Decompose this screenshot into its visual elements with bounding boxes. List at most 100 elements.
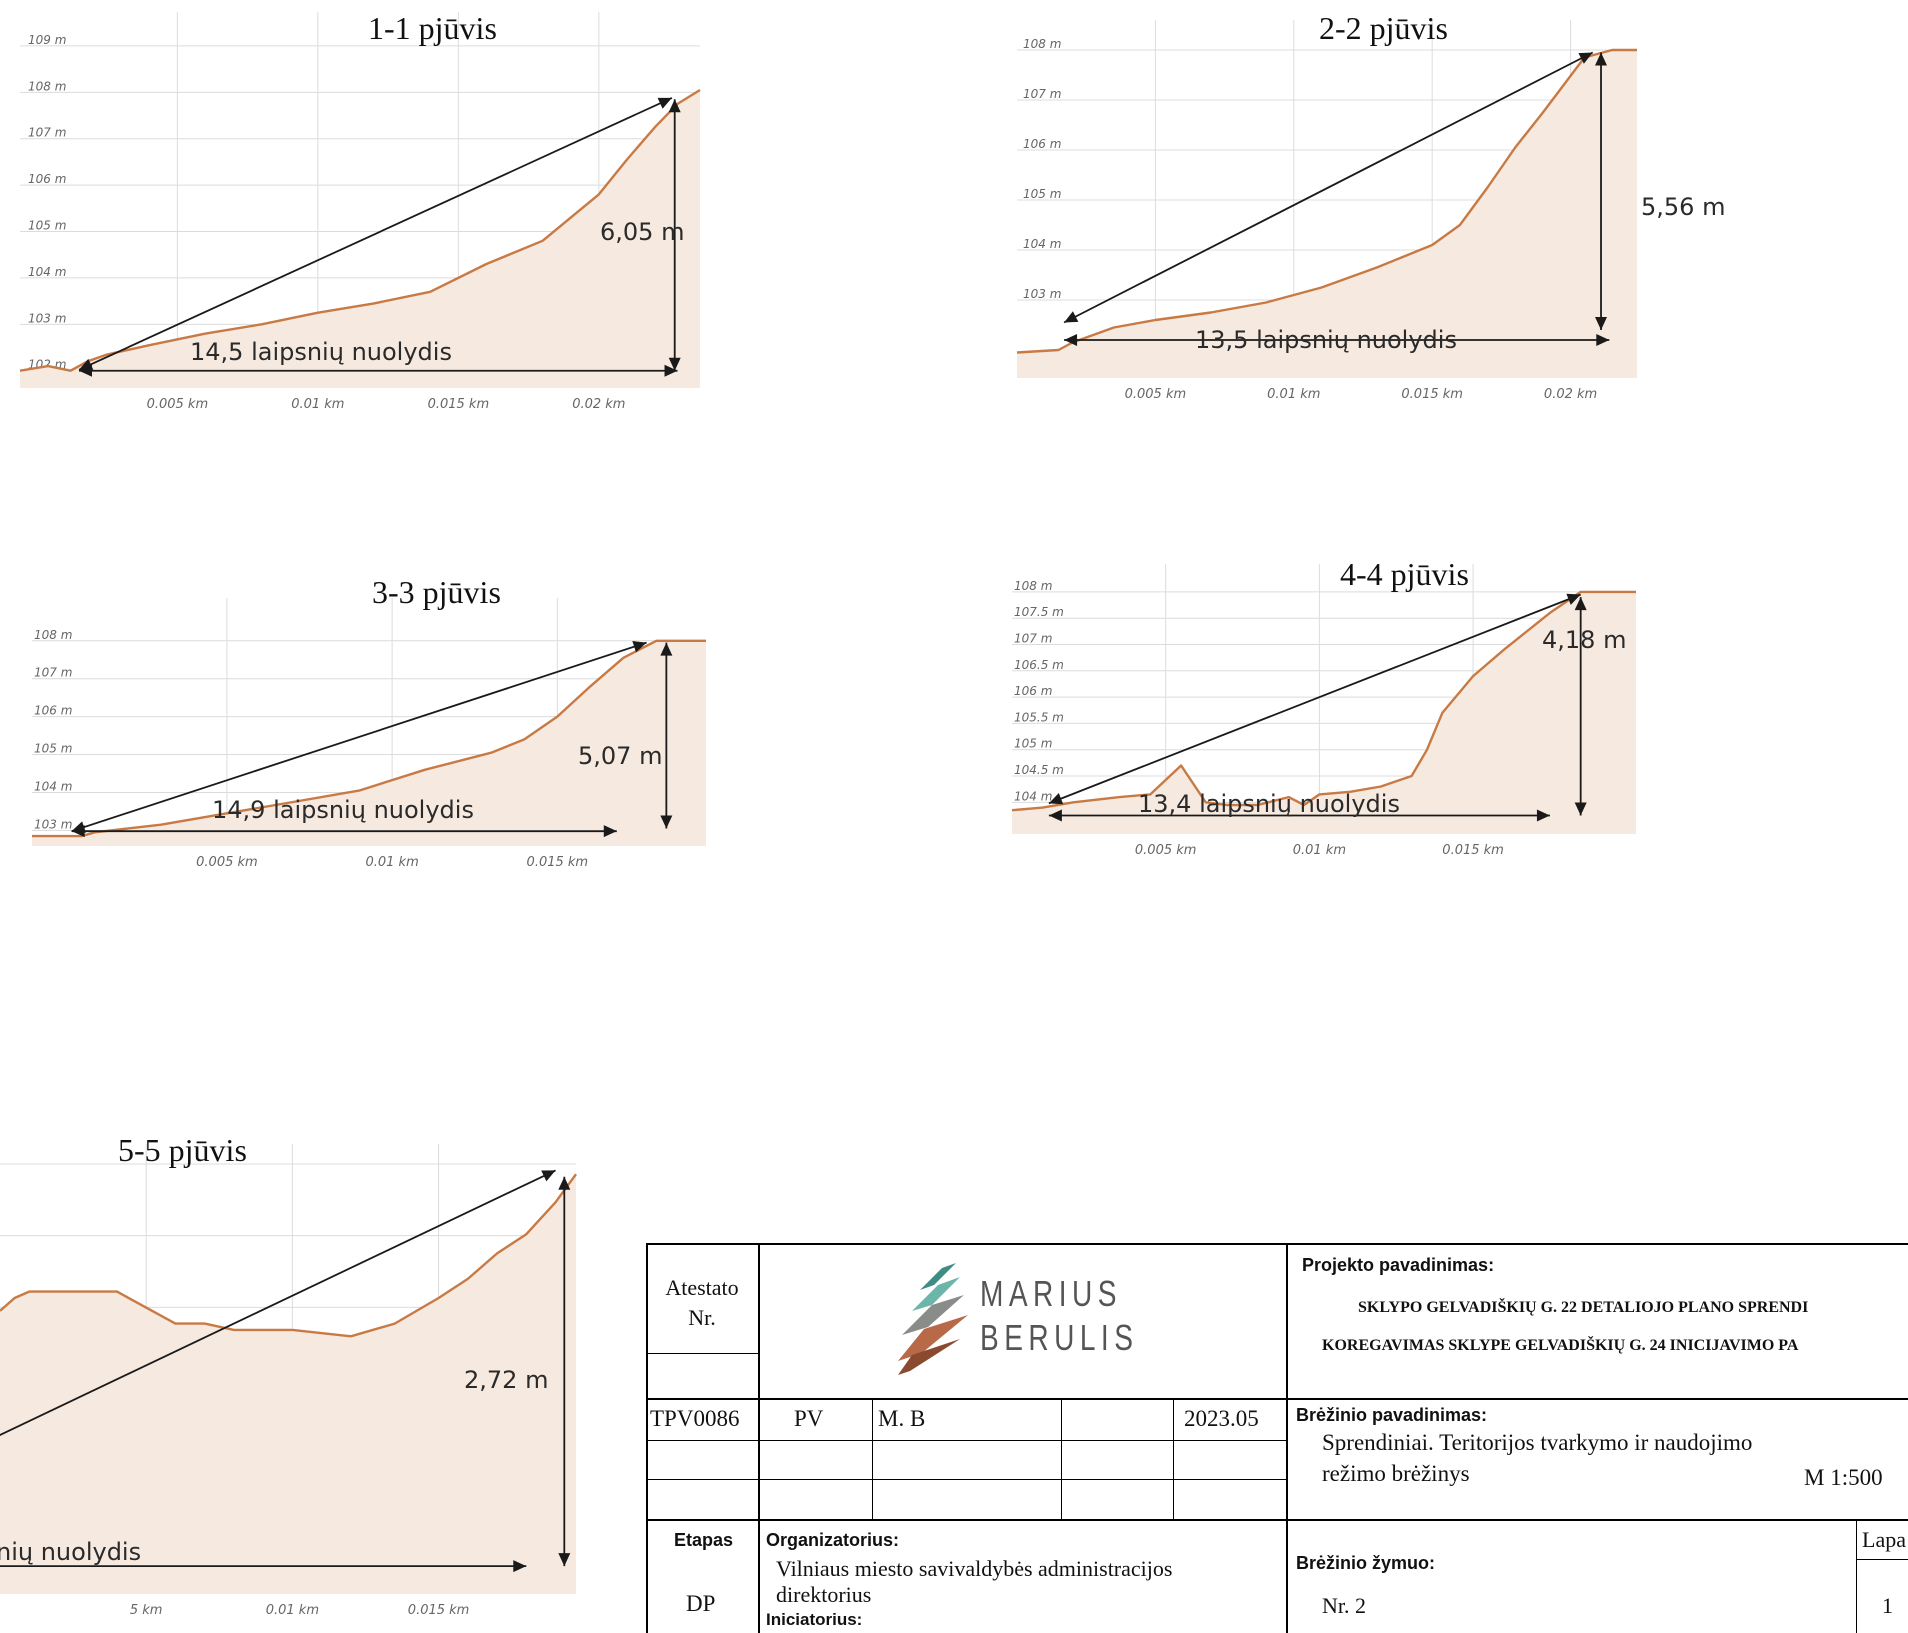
arrow-head [660, 815, 673, 829]
y-tick-label: 106.5 m [1014, 658, 1064, 672]
arrow-head [1595, 317, 1608, 330]
lapas-value: 1 [1882, 1593, 1893, 1618]
chart-title: 5-5 pjūvis [118, 1132, 247, 1168]
arrow-head [1574, 802, 1587, 816]
role: PV [794, 1406, 824, 1431]
arrow-head [1048, 809, 1062, 822]
arrow-head [1574, 597, 1587, 611]
x-tick-label: 0.015 km [408, 1603, 470, 1618]
terrain-area [0, 1174, 576, 1594]
y-tick-label: 108 m [1023, 37, 1061, 51]
arrow-head [1064, 311, 1079, 323]
organizatorius-line1: Vilniaus miesto savivaldybės administrac… [776, 1556, 1173, 1581]
arrow-head [1064, 334, 1078, 346]
profile-chart-5-5: 5 km 0.01 km 0.015 km nių nuolydis 2,72 m 5-… [0, 1124, 580, 1618]
arrow-head [79, 364, 93, 377]
x-tick-label: 0.015 km [428, 397, 490, 412]
y-tick-label: 105 m [34, 742, 72, 756]
atestato-label: Atestato Nr. [665, 1275, 739, 1330]
etapas-label: Etapas [674, 1530, 734, 1550]
profile-chart-2-2: 108 m 107 m 106 m 105 m 104 m 103 m 0.005 km 0.… [1016, 10, 1777, 480]
logo-text-line1: MARIUS [980, 1273, 1122, 1314]
x-tick-label: 0.015 km [527, 855, 589, 870]
zymuo-label: Brėžinio žymuo: [1296, 1553, 1436, 1573]
terrain-profile-line [19, 88, 701, 372]
arrow-head [603, 825, 617, 838]
zymuo-value: Nr. 2 [1322, 1593, 1366, 1618]
arrow-head [668, 357, 681, 371]
brezinio-line2: režimo brėžinys [1322, 1461, 1470, 1486]
terrain-profile-line [0, 1173, 577, 1338]
slope-label: nių nuolydis [0, 1538, 141, 1566]
y-tick-label: 103 m [1023, 287, 1061, 301]
y-tick-label: 106 m [1023, 137, 1061, 151]
y-tick-label: 109 m [28, 33, 66, 47]
terrain-profile-line [32, 639, 706, 838]
arrow-head [664, 364, 678, 377]
slope-label: 13,5 laipsnių nuolydis [1195, 326, 1457, 354]
profile-chart-3-3: 108 m 107 m 106 m 105 m 104 m 103 m 0.005 km 0.… [32, 548, 862, 1048]
x-tick-label: 0.005 km [1125, 387, 1187, 402]
terrain-profile-line [1011, 590, 1636, 812]
x-tick-label: 0.02 km [572, 397, 625, 412]
chart-title: 3-3 pjūvis [372, 574, 501, 610]
slope-arrow [1063, 51, 1594, 324]
x-tick-label: 0.02 km [1544, 387, 1597, 402]
y-tick-label: 106 m [1014, 684, 1052, 698]
y-tick-label: 104 m [34, 779, 72, 793]
arrow-head [513, 1560, 527, 1573]
date: 2023.05 [1184, 1406, 1259, 1431]
arrow-head [1578, 52, 1593, 64]
terrain-area [32, 640, 706, 846]
projekto-line2: KOREGAVIMAS SKLYPE GELVADIŠKIŲ G. 24 INI… [1322, 1337, 1799, 1354]
arrow-head [558, 1176, 571, 1190]
logo-text-line2: BERULIS [980, 1317, 1139, 1358]
logo-mark [898, 1263, 968, 1375]
etapas-value: DP [686, 1591, 716, 1616]
x-tick-label: 0.01 km [1267, 387, 1320, 402]
slope-arrow [78, 97, 673, 371]
y-tick-label: 103 m [28, 311, 66, 325]
height-label: 6,05 m [600, 218, 684, 246]
arrow-head [660, 642, 673, 656]
x-tick-label: 0.01 km [291, 397, 344, 412]
x-tick-label: 0.015 km [1442, 843, 1504, 858]
arrow-head [632, 641, 647, 653]
profile-chart-2-2-svg: 108 m 107 m 106 m 105 m 104 m 103 m 0.005 km 0.… [1016, 20, 1725, 402]
y-tick-label: 107 m [28, 126, 66, 140]
arrow-head [1566, 593, 1581, 605]
slope-arrow [1048, 593, 1581, 805]
brezinio-label: Brėžinio pavadinimas: [1296, 1405, 1488, 1425]
arrow-head [1048, 793, 1064, 805]
profile-chart-1-1: 109 m 108 m 107 m 106 m 105 m 104 m 103 m 102 m… [19, 10, 880, 500]
y-tick-label: 108 m [28, 79, 66, 93]
y-tick-label: 103 m [34, 817, 72, 831]
brezinio-line1: Sprendiniai. Teritorijos tvarkymo ir nau… [1322, 1430, 1753, 1455]
slope-label: 14,5 laipsnių nuolydis [190, 338, 452, 366]
y-tick-label: 106 m [28, 172, 66, 186]
profile-chart-4-4: 108 m 107.5 m 107 m 106.5 m 106 m 105.5 m 105 … [1011, 556, 1782, 1046]
scale: M 1:500 [1804, 1465, 1883, 1490]
title-block: Atestato Nr. MARIUS BERULIS Projekto pav… [646, 1243, 1908, 1633]
terrain-profile-line [1016, 48, 1637, 354]
height-label: 5,56 m [1641, 193, 1725, 221]
y-tick-label: 106 m [34, 704, 72, 718]
y-tick-label: 105 m [1023, 187, 1061, 201]
y-tick-label: 107 m [34, 666, 72, 680]
chart-title: 4-4 pjūvis [1340, 556, 1469, 592]
arrow-head [657, 97, 672, 109]
height-label: 5,07 m [578, 742, 662, 770]
y-tick-label: 108 m [34, 628, 72, 642]
x-tick-label: 0.005 km [196, 855, 258, 870]
y-tick-label: 105 m [28, 219, 66, 233]
person-name: M. B [878, 1406, 926, 1431]
terrain-area [1017, 50, 1637, 378]
atestato-nr: TPV0086 [650, 1406, 740, 1431]
y-tick-label: 107 m [1023, 87, 1061, 101]
height-label: 2,72 m [464, 1366, 548, 1394]
y-tick-label: 105.5 m [1014, 710, 1064, 724]
slope-label: 14,9 laipsnių nuolydis [212, 796, 474, 824]
profile-chart-3-3-svg: 108 m 107 m 106 m 105 m 104 m 103 m 0.005 km 0.… [32, 598, 706, 870]
chart-title: 2-2 pjūvis [1319, 10, 1448, 46]
